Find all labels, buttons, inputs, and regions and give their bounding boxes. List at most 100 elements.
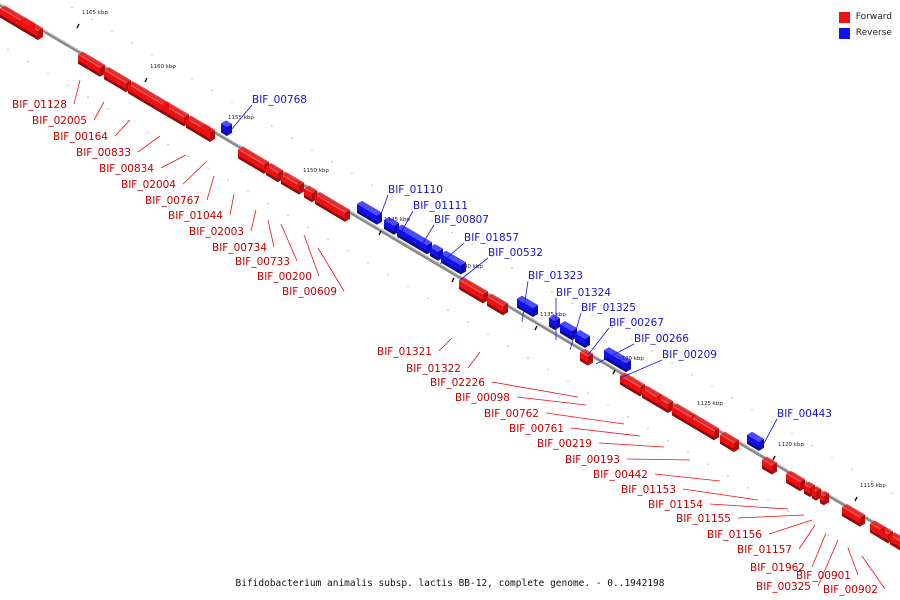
forward-leader-line (160, 154, 187, 169)
scale-dot (411, 208, 413, 210)
reverse-gene-label: BIF_00532 (488, 247, 543, 259)
forward-leader-line (768, 519, 813, 535)
forward-leader-line (654, 473, 721, 482)
reverse-leader-line (397, 210, 414, 239)
gene-top-face (580, 348, 593, 357)
gene-top-face (517, 295, 538, 309)
reverse-gene-label: BIF_00443 (777, 408, 832, 420)
reverse-leader-line (521, 280, 529, 323)
forward-leader-line (817, 539, 839, 587)
gene-end-face (533, 305, 538, 318)
scale-dot (811, 444, 813, 447)
forward-leader-line (709, 503, 789, 510)
scale-dot (307, 226, 309, 229)
gene-shadow-face (441, 259, 461, 275)
gene-top-face (870, 520, 885, 530)
legend-reverse: Reverse (838, 25, 892, 41)
tick-label: 1150 kbp (303, 168, 329, 174)
reverse-gene-label: BIF_00209 (662, 349, 717, 361)
tick-label: 1140 kbp (457, 264, 483, 270)
scale-dot (871, 480, 873, 482)
scale-dot (7, 49, 9, 51)
scale-dot (167, 143, 169, 146)
gene-end-face (483, 291, 488, 304)
gene-end-face (772, 462, 777, 475)
forward-gene-label: BIF_00609 (282, 286, 337, 298)
scale-dot (47, 72, 49, 75)
forward-leader-line (303, 234, 320, 277)
tick-label: 1160 kbp (150, 64, 176, 70)
tick-label: 1145 kbp (384, 217, 410, 223)
forward-gene-label: BIF_00833 (76, 147, 131, 159)
scale-dot (367, 262, 369, 264)
forward-gene-label: BIF_01154 (648, 499, 703, 511)
scale-dot (831, 456, 833, 459)
tick-mark (854, 496, 858, 502)
scale-dot (467, 321, 469, 323)
forward-leader-line (798, 524, 816, 550)
forward-gene-label: BIF_00733 (235, 256, 290, 268)
scale-dot (771, 421, 773, 423)
scale-dot (827, 534, 829, 536)
gene-shadow-face (384, 225, 394, 235)
gene-end-face (626, 360, 631, 373)
reverse-gene-label: BIF_01111 (413, 200, 468, 212)
scale-dot (427, 297, 429, 300)
tick-label: 1165 kbp (82, 10, 108, 16)
gene-top-face (266, 162, 283, 174)
tick-label: 1130 kbp (618, 356, 644, 362)
reverse-leader-line (419, 224, 435, 249)
reverse-leader-line (619, 359, 663, 379)
forward-leader-line (467, 351, 481, 369)
scale-dot (227, 179, 229, 181)
gene-top-face (620, 372, 645, 388)
gene-shadow-face (266, 171, 278, 183)
forward-leader-line (811, 532, 827, 568)
gene-shadow-face (820, 499, 824, 506)
forward-leader-line (737, 514, 805, 519)
gene-top-face (315, 191, 350, 213)
forward-leader-line (570, 427, 641, 437)
gene-top-face (890, 532, 900, 542)
gene-end-face (345, 209, 350, 222)
scale-dot (131, 42, 133, 44)
scale-dot (747, 487, 749, 489)
forward-gene-label: BIF_00200 (257, 271, 312, 283)
reverse-leader-line (377, 194, 389, 223)
gene-top-face (549, 314, 560, 322)
gene-shadow-face (487, 302, 503, 316)
scale-dot (371, 184, 373, 186)
scale-dot (707, 463, 709, 465)
scale-dot (731, 397, 733, 400)
tick-mark (534, 325, 538, 331)
tick-label: 1115 kbp (860, 483, 886, 489)
gene-end-face (299, 182, 304, 195)
scale-dot (567, 380, 569, 382)
forward-gene-label: BIF_00325 (756, 581, 811, 593)
scale-dot (127, 120, 129, 122)
gene-top-face (672, 403, 719, 432)
gene-shadow-face (604, 356, 626, 373)
scale-dot (687, 451, 689, 454)
gene-end-face (824, 493, 829, 506)
reverse-gene-label: BIF_00266 (634, 333, 689, 345)
gene-end-face (800, 479, 805, 492)
scale-dot (587, 392, 589, 394)
forward-leader-line (847, 547, 859, 576)
forward-leader-line (114, 119, 131, 137)
tick-mark (772, 455, 776, 461)
scale-dot (727, 475, 729, 477)
forward-leader-line (598, 442, 665, 448)
gene-shadow-face (104, 76, 126, 93)
forward-leader-line (182, 161, 207, 185)
reverse-gene-label: BIF_00807 (434, 214, 489, 226)
forward-leader-line (317, 247, 345, 292)
gene-top-face (384, 216, 399, 226)
gene-shadow-face (720, 440, 734, 453)
gene-shadow-face (304, 194, 312, 203)
gene-end-face (668, 400, 673, 413)
forward-gene-label: BIF_00734 (212, 242, 267, 254)
gene-shadow-face (459, 286, 483, 304)
scale-dot (187, 155, 189, 158)
